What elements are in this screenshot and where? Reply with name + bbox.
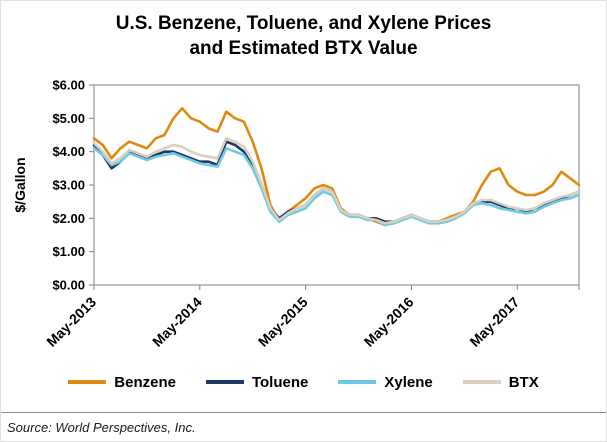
legend-item-xylene: Xylene (338, 373, 433, 391)
y-tick-label: $5.00 (52, 111, 85, 126)
legend-item-benzene: Benzene (68, 374, 176, 391)
y-tick-label: $6.00 (52, 78, 85, 93)
x-tick-label: May-2017 (466, 294, 522, 350)
y-tick-label: $1.00 (52, 244, 85, 259)
y-axis-title: $/Gallon (12, 157, 28, 212)
source-bar: Source: World Perspectives, Inc. (1, 412, 606, 441)
price-chart: $/Gallon $0.00$1.00$2.00$3.00$4.00$5.00$… (12, 78, 581, 350)
y-tick-label: $3.00 (52, 178, 85, 193)
legend-swatch-toluene (205, 380, 244, 384)
chart-title-line-1: U.S. Benzene, Toluene, and Xylene Prices (115, 13, 492, 34)
x-tick-label: May-2015 (255, 294, 311, 350)
plot-border (93, 84, 580, 286)
x-tick-label: May-2016 (361, 294, 417, 350)
legend-swatch-btx (462, 380, 501, 384)
x-tick-label: May-2014 (149, 294, 205, 350)
x-tick-label: May-2013 (43, 294, 99, 350)
chart-area: $/Gallon $0.00 $1.00 $2.00 $3.00 $4.00 $5.00 $… (1, 63, 606, 363)
series-lines (92, 106, 581, 227)
legend-label-xylene: Xylene (384, 373, 433, 391)
legend-label-btx: BTX (508, 373, 539, 391)
y-tick-label: $0.00 (52, 278, 85, 293)
y-tick-label: $4.00 (52, 144, 85, 159)
legend-swatch-xylene (338, 380, 377, 384)
legend: Benzene Toluene Xylene BTX (1, 365, 606, 399)
chart-title-line-2: and Estimated BTX Value (189, 38, 418, 59)
legend-item-btx: BTX (462, 373, 539, 391)
chart-title: U.S. Benzene, Toluene, and Xylene Prices… (1, 11, 606, 61)
legend-label-toluene: Toluene (251, 373, 309, 391)
legend-swatch-benzene (68, 380, 107, 384)
y-tick-label: $2.00 (52, 211, 85, 226)
legend-label-benzene: Benzene (114, 373, 176, 391)
axes: $0.00 $1.00 $2.00 $3.00 $4.00 $5.00 $6.00 May-2… (43, 78, 580, 350)
series-line-btx (92, 137, 581, 225)
legend-item-toluene: Toluene (205, 373, 309, 391)
source-text: Source: World Perspectives, Inc. (7, 419, 196, 435)
